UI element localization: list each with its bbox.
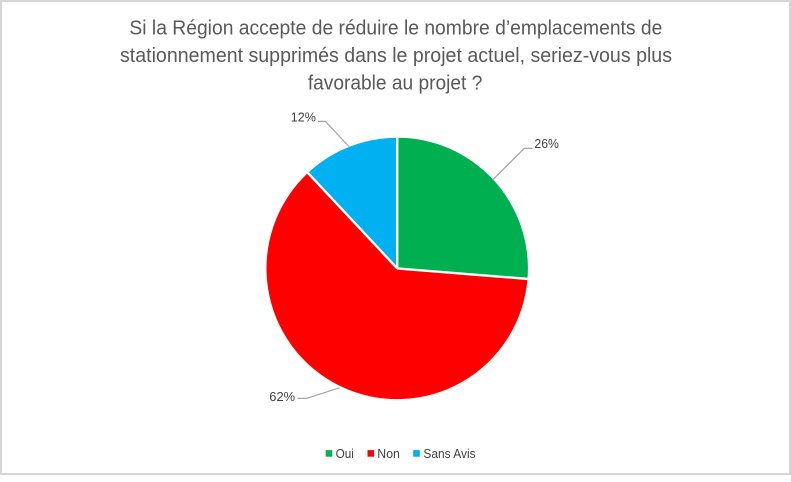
svg-text:Si la Région accepte de réduir: Si la Région accepte de réduire le nombr…	[129, 17, 662, 40]
svg-text:Non: Non	[377, 446, 400, 461]
svg-text:favorable au projet ?: favorable au projet ?	[308, 72, 483, 95]
svg-text:Sans Avis: Sans Avis	[423, 446, 476, 461]
svg-text:stationnement supprimés dans l: stationnement supprimés dans le projet a…	[120, 44, 672, 67]
svg-text:12%: 12%	[291, 110, 317, 125]
svg-text:62%: 62%	[269, 389, 295, 404]
svg-text:26%: 26%	[534, 136, 559, 151]
svg-text:Oui: Oui	[336, 446, 354, 461]
